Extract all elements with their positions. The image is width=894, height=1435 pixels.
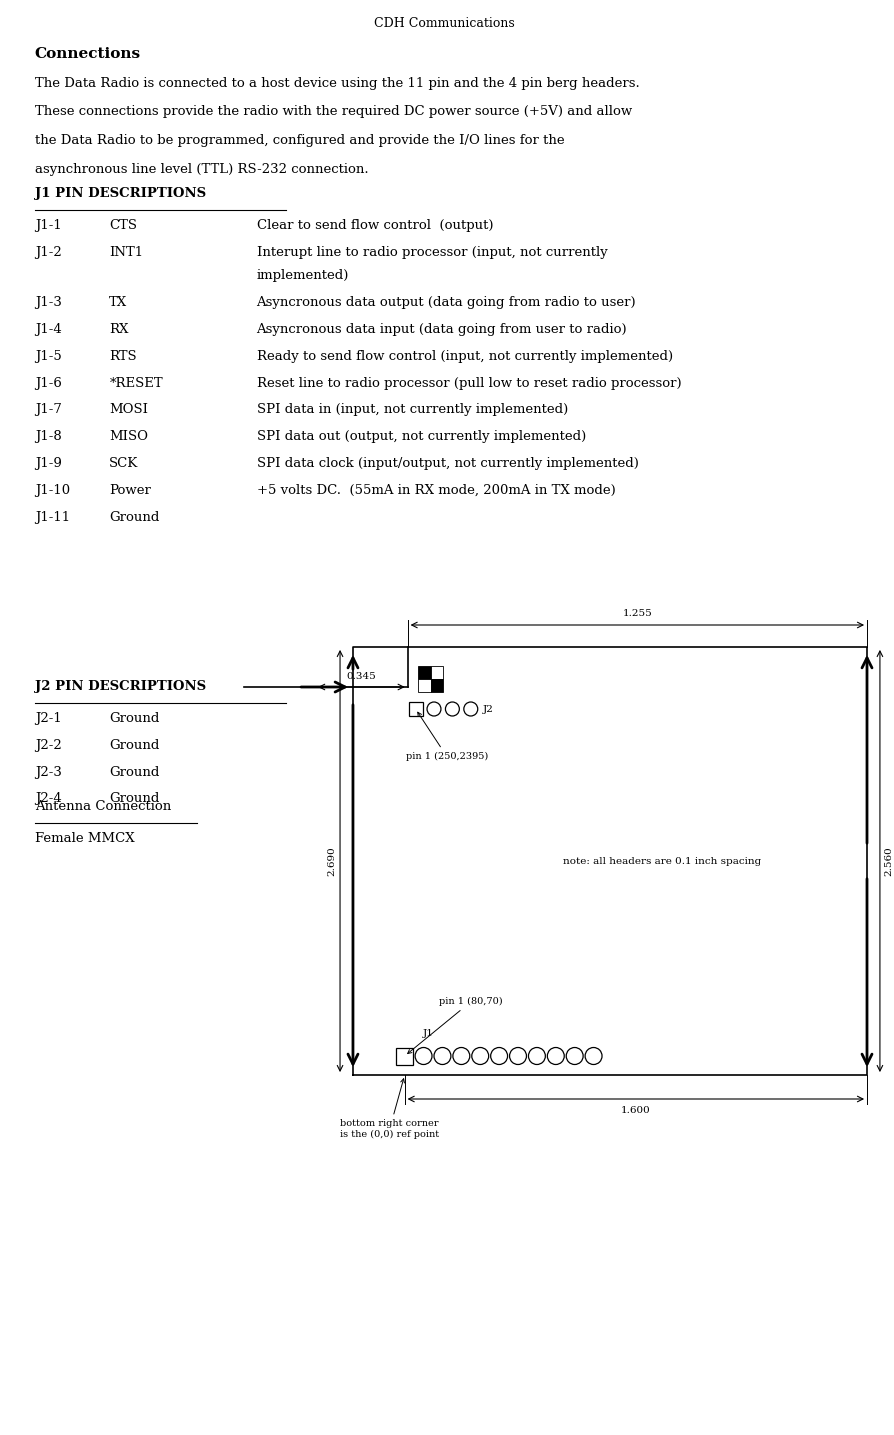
Text: MISO: MISO	[109, 430, 148, 443]
Text: These connections provide the radio with the required DC power source (+5V) and : These connections provide the radio with…	[35, 106, 632, 119]
Text: +5 volts DC.  (55mA in RX mode, 200mA in TX mode): +5 volts DC. (55mA in RX mode, 200mA in …	[257, 484, 615, 497]
Text: J1-2: J1-2	[35, 245, 62, 258]
Circle shape	[510, 1048, 527, 1065]
Text: pin 1 (80,70): pin 1 (80,70)	[408, 997, 503, 1053]
Text: J2-3: J2-3	[35, 766, 62, 779]
Text: 2.560: 2.560	[884, 847, 893, 875]
Text: pin 1 (250,2395): pin 1 (250,2395)	[406, 712, 488, 761]
Text: J1-1: J1-1	[35, 220, 62, 232]
Text: J1-4: J1-4	[35, 323, 62, 336]
Text: Ground: Ground	[109, 792, 160, 805]
Text: 1.600: 1.600	[621, 1106, 651, 1115]
Text: J1-8: J1-8	[35, 430, 62, 443]
Text: TX: TX	[109, 296, 128, 309]
Text: Connections: Connections	[35, 47, 141, 62]
Text: J1-6: J1-6	[35, 376, 62, 389]
Circle shape	[547, 1048, 564, 1065]
Text: RX: RX	[109, 323, 129, 336]
Text: J2-2: J2-2	[35, 739, 62, 752]
Text: Reset line to radio processor (pull low to reset radio processor): Reset line to radio processor (pull low …	[257, 376, 681, 389]
Text: J1: J1	[423, 1029, 434, 1038]
Text: RTS: RTS	[109, 350, 137, 363]
Text: INT1: INT1	[109, 245, 144, 258]
Circle shape	[434, 1048, 451, 1065]
Text: The Data Radio is connected to a host device using the 11 pin and the 4 pin berg: The Data Radio is connected to a host de…	[35, 77, 639, 90]
Text: J1-7: J1-7	[35, 403, 62, 416]
Circle shape	[528, 1048, 545, 1065]
Text: the Data Radio to be programmed, configured and provide the I/O lines for the: the Data Radio to be programmed, configu…	[35, 133, 564, 146]
Text: MOSI: MOSI	[109, 403, 148, 416]
Text: J1 PIN DESCRIPTIONS: J1 PIN DESCRIPTIONS	[35, 187, 206, 199]
Circle shape	[566, 1048, 583, 1065]
Text: Power: Power	[109, 484, 151, 497]
Bar	[417, 679, 431, 692]
Text: Ground: Ground	[109, 712, 160, 725]
Text: CDH Communications: CDH Communications	[374, 17, 515, 30]
Text: 1.255: 1.255	[622, 608, 653, 618]
Text: CTS: CTS	[109, 220, 138, 232]
Text: J1-11: J1-11	[35, 511, 70, 524]
Text: Asyncronous data input (data going from user to radio): Asyncronous data input (data going from …	[257, 323, 628, 336]
Text: Interupt line to radio processor (input, not currently: Interupt line to radio processor (input,…	[257, 245, 607, 258]
Text: J2 PIN DESCRIPTIONS: J2 PIN DESCRIPTIONS	[35, 680, 206, 693]
Text: note: all headers are 0.1 inch spacing: note: all headers are 0.1 inch spacing	[563, 857, 762, 865]
Text: SPI data in (input, not currently implemented): SPI data in (input, not currently implem…	[257, 403, 568, 416]
Text: J2-1: J2-1	[35, 712, 62, 725]
Text: 2.690: 2.690	[327, 847, 336, 875]
Circle shape	[491, 1048, 508, 1065]
Text: asynchronous line level (TTL) RS-232 connection.: asynchronous line level (TTL) RS-232 con…	[35, 162, 368, 175]
Bar	[409, 702, 423, 716]
Text: Ground: Ground	[109, 739, 160, 752]
Text: Clear to send flow control  (output): Clear to send flow control (output)	[257, 220, 493, 232]
Bar	[417, 666, 431, 679]
Text: Ready to send flow control (input, not currently implemented): Ready to send flow control (input, not c…	[257, 350, 672, 363]
Bar	[431, 679, 443, 692]
Text: J2: J2	[483, 705, 493, 713]
Circle shape	[445, 702, 460, 716]
Text: J1-3: J1-3	[35, 296, 62, 309]
Text: bottom right corner
is the (0,0) ref point: bottom right corner is the (0,0) ref poi…	[340, 1079, 439, 1139]
Text: J1-10: J1-10	[35, 484, 70, 497]
Text: *RESET: *RESET	[109, 376, 163, 389]
Circle shape	[586, 1048, 602, 1065]
Text: Ground: Ground	[109, 511, 160, 524]
Bar	[396, 1048, 413, 1065]
Circle shape	[415, 1048, 432, 1065]
Text: J2-4: J2-4	[35, 792, 62, 805]
Text: Asyncronous data output (data going from radio to user): Asyncronous data output (data going from…	[257, 296, 637, 309]
Text: J1-9: J1-9	[35, 456, 62, 471]
Text: SPI data clock (input/output, not currently implemented): SPI data clock (input/output, not curren…	[257, 456, 638, 471]
Text: Female MMCX: Female MMCX	[35, 832, 134, 845]
Text: J1-5: J1-5	[35, 350, 62, 363]
Text: Ground: Ground	[109, 766, 160, 779]
Circle shape	[453, 1048, 469, 1065]
Text: SPI data out (output, not currently implemented): SPI data out (output, not currently impl…	[257, 430, 586, 443]
Circle shape	[427, 702, 441, 716]
Text: 0.345: 0.345	[347, 672, 376, 682]
Text: Antenna Connection: Antenna Connection	[35, 799, 171, 814]
Bar	[431, 666, 443, 679]
Text: SCK: SCK	[109, 456, 139, 471]
Text: implemented): implemented)	[257, 270, 349, 283]
Circle shape	[472, 1048, 489, 1065]
Circle shape	[464, 702, 477, 716]
